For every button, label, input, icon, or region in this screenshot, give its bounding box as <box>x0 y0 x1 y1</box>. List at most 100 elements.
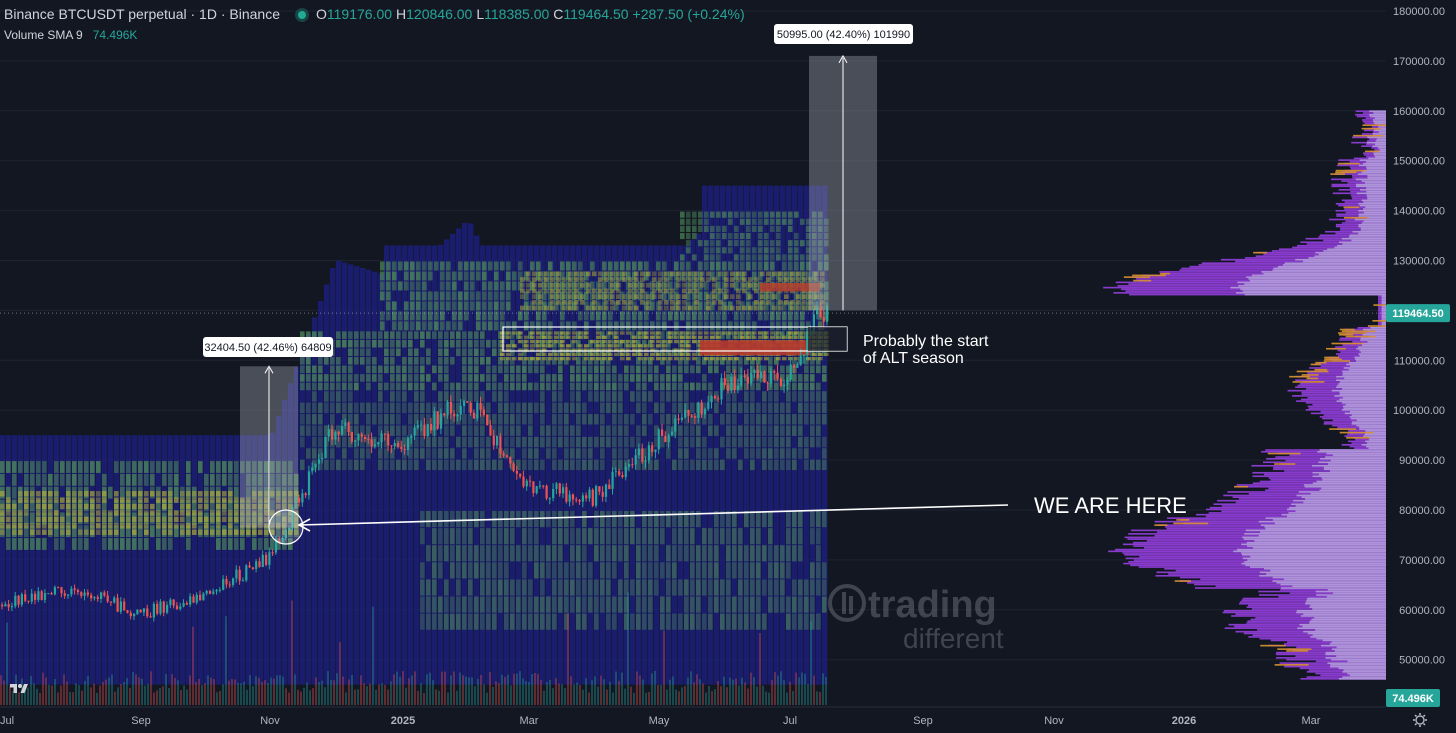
heatmap-cell <box>440 321 445 331</box>
heatmap-cell <box>516 402 521 414</box>
heatmap-cell <box>824 240 829 247</box>
heatmap-cell <box>180 516 185 523</box>
heatmap-cell <box>84 503 89 510</box>
heatmap-cell <box>776 291 781 301</box>
settings-gear-icon[interactable] <box>1413 713 1427 727</box>
heatmap-cell <box>594 348 599 357</box>
volume-bar <box>351 674 353 705</box>
volume-profile-row-inner <box>1360 351 1386 354</box>
heatmap-cell <box>612 545 617 562</box>
heatmap-cell <box>168 497 173 503</box>
volume-bar <box>438 690 440 705</box>
heatmap-cell <box>708 414 713 425</box>
volume-profile-row-inner <box>1270 569 1386 572</box>
volume-bar <box>465 676 467 705</box>
heatmap-cell <box>686 321 691 331</box>
heatmap-cell <box>728 211 733 218</box>
heatmap-cell <box>692 339 697 344</box>
heatmap-cell <box>614 281 619 291</box>
volume-bar <box>531 674 533 705</box>
heatmap-cell <box>378 365 383 374</box>
heatmap-cell <box>518 331 523 335</box>
heatmap-cell <box>792 448 797 459</box>
volume-bar <box>645 692 647 705</box>
heatmap-cell <box>390 402 395 414</box>
heatmap-base-column <box>444 239 450 685</box>
heatmap-cell <box>558 510 563 528</box>
heatmap-cell <box>132 529 137 535</box>
heatmap-cell <box>440 271 445 281</box>
volume-profile-row-inner <box>1341 409 1386 411</box>
heatmap-cell <box>668 271 673 281</box>
heatmap-cell <box>618 374 623 382</box>
candle-body <box>123 601 126 611</box>
heatmap-cell <box>282 461 287 473</box>
heatmap-cell <box>684 528 689 545</box>
heatmap-cell <box>650 357 655 361</box>
heatmap-cell <box>796 305 801 311</box>
volume-profile-row-inner <box>1312 634 1386 636</box>
gear-tooth <box>1414 714 1418 718</box>
heatmap-base-column <box>48 435 54 685</box>
heatmap-cell <box>714 425 719 436</box>
heatmap-cell <box>546 613 551 630</box>
candle-body <box>314 463 317 468</box>
heatmap-cell <box>468 348 473 357</box>
volume-bar <box>747 688 749 705</box>
volume-bar <box>321 680 323 705</box>
heatmap-cell <box>772 271 777 277</box>
volume-bar <box>201 685 203 705</box>
heatmap-cell <box>634 288 639 294</box>
volume-bar <box>615 671 617 705</box>
heatmap-cell <box>0 510 5 516</box>
symbol-title[interactable]: Binance BTCUSDT perpetual · 1D · Binance <box>4 6 280 22</box>
heatmap-cell <box>596 311 601 321</box>
volume-bar <box>135 674 137 705</box>
tradingview-logo-icon[interactable] <box>8 682 30 696</box>
heatmap-cell <box>500 352 505 357</box>
heatmap-cell <box>596 331 601 335</box>
heatmap-cell <box>558 436 563 448</box>
heatmap-cell <box>824 261 829 271</box>
heatmap-cell <box>618 436 623 448</box>
heatmap-cell <box>470 291 475 301</box>
volume-bar <box>408 678 410 705</box>
candle-body <box>512 463 515 471</box>
volume-profile-row-inner <box>1336 400 1386 402</box>
heatmap-cell <box>684 348 689 357</box>
heatmap-cell <box>492 348 497 357</box>
heatmap-cell <box>192 497 197 503</box>
candle-body <box>423 424 426 436</box>
heatmap-cell <box>578 352 583 357</box>
heatmap-cell <box>480 448 485 459</box>
heatmap-cell <box>634 305 639 311</box>
heatmap-cell <box>638 331 643 335</box>
heatmap-cell <box>710 301 715 311</box>
heatmap-cell <box>798 528 803 545</box>
volume-bar <box>198 678 200 705</box>
heatmap-cell <box>644 291 649 301</box>
volume-legend[interactable]: Volume SMA 9 74.496K <box>4 28 137 42</box>
heatmap-cell <box>816 562 821 579</box>
heatmap-cell <box>650 301 655 311</box>
heatmap-cell <box>252 516 257 523</box>
heatmap-cell <box>120 516 125 523</box>
heatmap-cell <box>618 339 623 348</box>
heatmap-cell <box>168 510 173 516</box>
heatmap-cell <box>204 497 209 503</box>
heatmap-cell <box>768 365 773 374</box>
heatmap-cell <box>716 225 721 232</box>
volume-profile-row-inner <box>1333 592 1386 595</box>
heatmap-cell <box>510 545 515 562</box>
heatmap-base-column <box>360 268 366 685</box>
volume-profile-row-inner <box>1372 145 1386 147</box>
heatmap-cell <box>778 305 783 311</box>
heatmap-cell <box>686 211 691 218</box>
heatmap-cell <box>36 497 41 503</box>
volume-bar <box>558 683 560 705</box>
x-axis-tick-label: Jul <box>783 715 797 727</box>
heatmap-cell <box>446 291 451 301</box>
y-axis-tick-label: 130000.00 <box>1393 256 1445 268</box>
volume-profile-orange <box>1372 319 1392 322</box>
